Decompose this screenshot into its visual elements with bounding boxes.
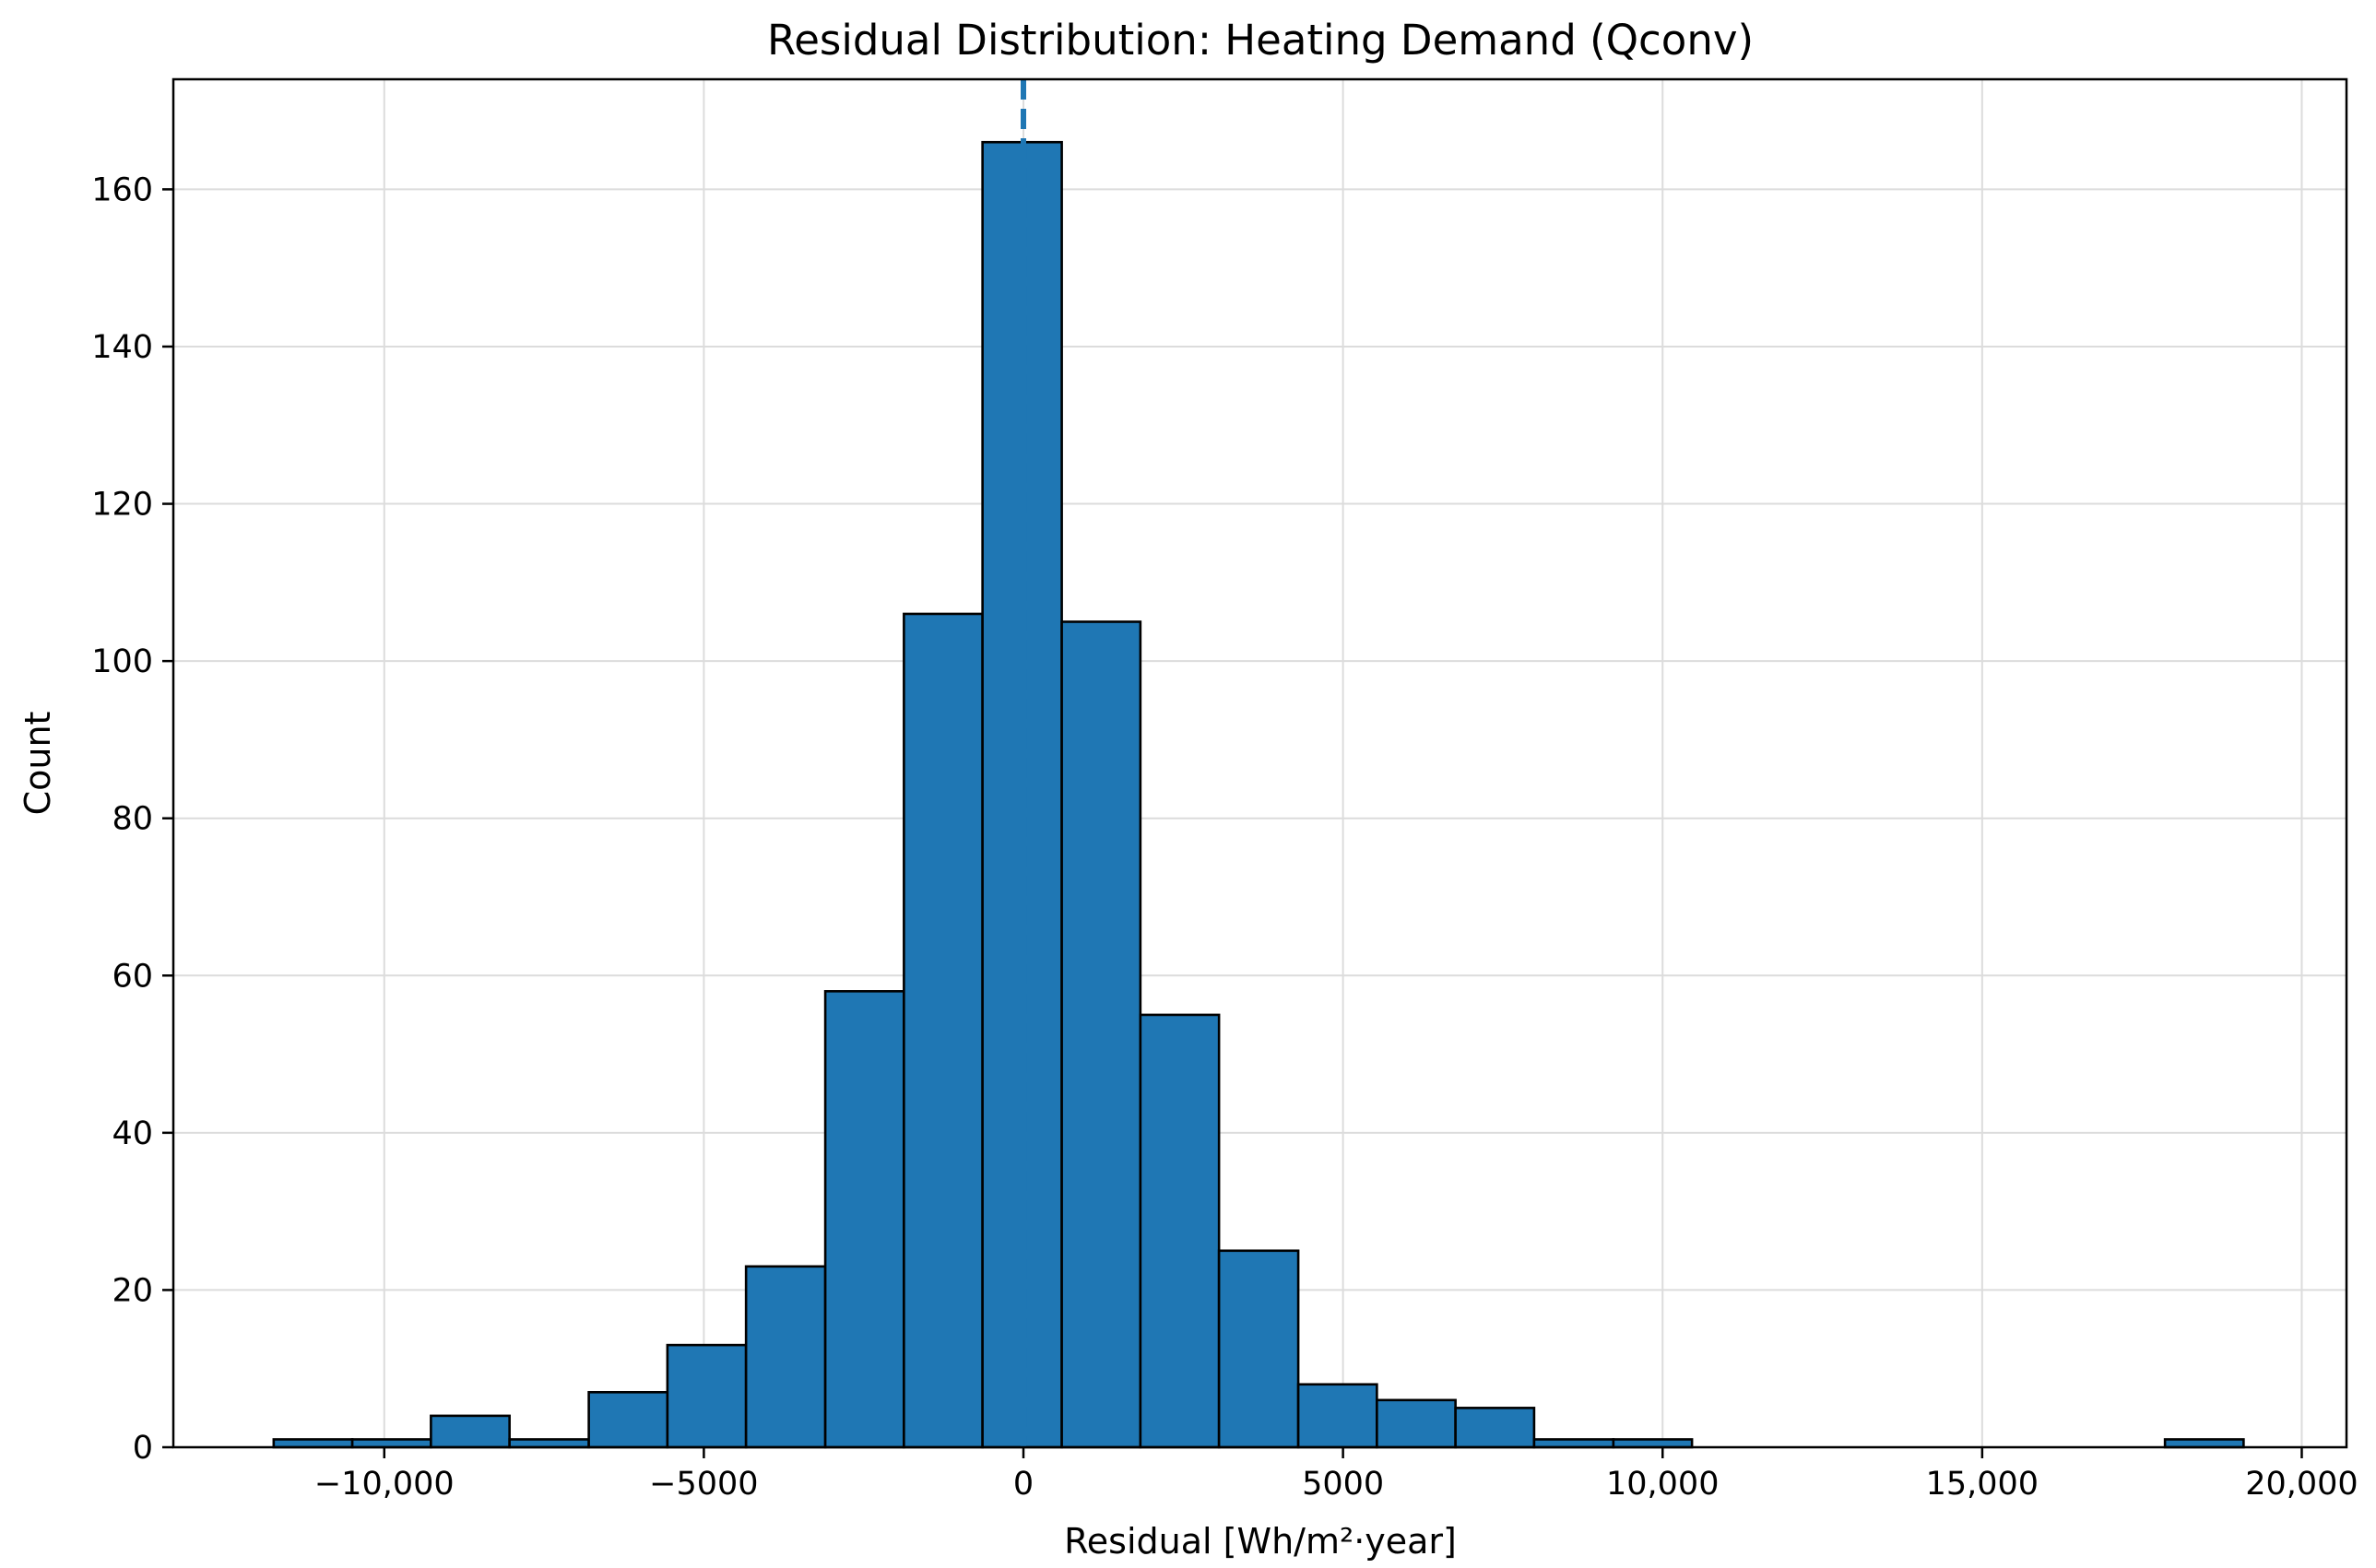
histogram-bar xyxy=(2163,1438,2245,1449)
histogram-bar xyxy=(1139,1013,1221,1449)
x-tick-label: −10,000 xyxy=(314,1466,455,1503)
grid-lines xyxy=(173,79,2346,1448)
x-tick-label: 20,000 xyxy=(2245,1466,2358,1503)
histogram-bar xyxy=(1060,620,1142,1449)
histogram-bar xyxy=(1296,1383,1378,1449)
histogram-bar xyxy=(1532,1438,1615,1449)
histogram-bar xyxy=(744,1265,827,1449)
x-tick-label: 0 xyxy=(1013,1466,1034,1503)
y-tick-label: 120 xyxy=(91,487,153,524)
y-tick-label: 100 xyxy=(91,643,153,680)
histogram-bar xyxy=(1376,1398,1457,1449)
x-axis-ticks: −10,000 −5000 0 5000 10,000 15,000 20,000 xyxy=(314,1447,2358,1503)
y-tick-label: 60 xyxy=(112,958,153,995)
histogram-bar xyxy=(587,1390,669,1449)
histogram-bar xyxy=(350,1438,432,1449)
histogram-bar xyxy=(1612,1438,1694,1449)
y-tick-label: 140 xyxy=(91,329,153,366)
y-tick-label: 20 xyxy=(112,1272,153,1309)
histogram-bar xyxy=(666,1343,748,1449)
chart-title: Residual Distribution: Heating Demand (Q… xyxy=(767,16,1754,65)
histogram-bar xyxy=(1217,1249,1300,1449)
y-axis-label: Count xyxy=(18,712,58,816)
histogram-bars xyxy=(272,140,2245,1449)
x-tick-label: 15,000 xyxy=(1926,1466,2039,1503)
y-tick-label: 160 xyxy=(91,171,153,208)
y-tick-label: 40 xyxy=(112,1115,153,1152)
histogram-bar xyxy=(903,612,984,1449)
histogram-bar xyxy=(823,990,905,1449)
x-tick-label: −5000 xyxy=(649,1466,758,1503)
y-tick-label: 0 xyxy=(133,1430,153,1467)
x-axis-label: Residual [Wh/m²·year] xyxy=(1064,1521,1457,1562)
y-axis-ticks: 0 20 40 60 80 100 120 140 160 xyxy=(91,171,173,1467)
y-tick-label: 80 xyxy=(112,801,153,838)
histogram-bar xyxy=(430,1414,511,1449)
plot-frame xyxy=(171,77,2348,1449)
x-tick-label: 5000 xyxy=(1302,1466,1384,1503)
histogram-bar xyxy=(272,1438,354,1449)
x-tick-label: 10,000 xyxy=(1606,1466,1719,1503)
histogram-bar xyxy=(1454,1407,1536,1449)
histogram-bar xyxy=(508,1438,590,1449)
